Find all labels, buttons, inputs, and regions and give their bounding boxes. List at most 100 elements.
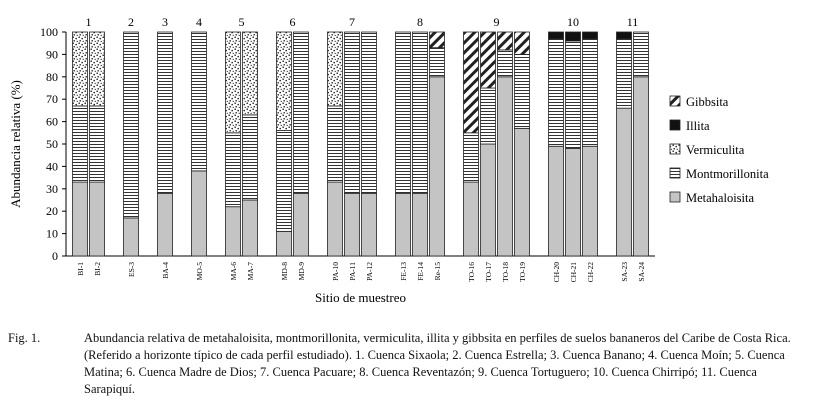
bar-segment-met [242,199,258,257]
bar-segment-met [497,76,513,257]
bar-segment-gib [463,31,479,134]
legend-swatch-met [669,191,681,203]
legend-item: Vermiculita [669,143,745,157]
group-label: 1 [86,15,92,29]
bar-segment-met [582,145,598,257]
bar-label: MO-5 [195,262,204,281]
bar-segment-mon [225,132,241,208]
bar-segment-met [225,206,241,257]
y-tick-label: 30 [46,182,58,196]
bar: MO-5 [191,31,207,281]
bar-segment-met [344,192,360,257]
bar-label: MD-9 [297,262,306,281]
bar: PA-11 [344,31,360,281]
bar-segment-ill [582,31,598,40]
bar-label: PA-12 [365,262,374,281]
bar: MD-9 [293,31,309,281]
legend-label: Illita [686,119,710,133]
bar-segment-met [157,192,173,257]
bar-label: TO-17 [484,262,493,282]
bar-label: SA-24 [637,262,646,282]
bar-segment-met [89,181,105,257]
y-tick-label: 60 [46,115,58,129]
bar-segment-mon [293,31,309,194]
bar: MA-7 [242,31,258,281]
bar-label: CH-20 [552,262,561,283]
axes: 0 10 20 30 40 50 60 70 80 90 100 Abundancia relativ… [8,25,655,305]
bar-segment-mon [395,31,411,194]
bar: ES-3 [123,31,139,277]
y-axis-label: Abundancia relativa (%) [8,80,23,208]
bar-label: MA-6 [229,262,238,281]
group-label: 5 [239,15,245,29]
bar-label: BI-2 [93,262,102,276]
bar-segment-ill [565,31,581,42]
legend-label: Vermiculita [686,143,745,157]
bar: PA-12 [361,31,377,281]
bar-label: TO-16 [467,262,476,282]
bar-label: Re-15 [433,262,442,281]
legend-item: Metahaloisita [669,191,754,205]
y-tick-label: 40 [46,159,58,173]
bar-label: BA-4 [161,262,170,279]
group-label: 3 [162,15,168,29]
group-label: 7 [349,15,355,29]
bar-segment-mon [344,31,360,194]
bar-segment-met [72,181,88,257]
bar: TO-18 [497,31,513,282]
bar-segment-met [616,107,632,257]
bar-label: TO-19 [518,262,527,282]
legend-label: Gibbsita [686,95,729,109]
bar-segment-ver [327,31,343,107]
bar-segment-met [514,127,530,257]
bar-segment-ver [242,31,258,116]
bar-segment-mon [327,105,343,183]
legend-swatch-mon [669,167,681,179]
bar-segment-met [412,192,428,257]
y-tick-label: 80 [46,70,58,84]
legend-item: Illita [669,119,710,133]
bar-label: FE-13 [399,262,408,281]
bar-segment-mon [582,38,598,147]
bar-segment-met [191,170,207,257]
bar-label: MA-7 [246,262,255,281]
y-tick-label: 20 [46,204,58,218]
bar-segment-mon [157,31,173,194]
bar-segment-gib [480,31,496,89]
bar-segment-mon [480,87,496,145]
bar-segment-met [548,145,564,257]
bar-segment-met [565,148,581,257]
y-tick-label: 10 [46,227,58,241]
bar: SA-24 [633,31,649,282]
bar-segment-mon [361,31,377,194]
bar-segment-mon [514,54,530,129]
legend-swatch-ver [669,143,681,155]
bar-segment-gib [429,31,445,49]
bar-segment-ver [89,31,105,107]
bar-segment-mon [463,132,479,183]
legend-swatch-ill [669,119,681,131]
group-label: 4 [196,15,202,29]
legend-swatch-gib [669,95,681,107]
bar-segment-met [361,192,377,257]
legend-item: Gibbsita [669,95,729,109]
y-tick-label: 100 [40,25,58,39]
bar-segment-gib [497,31,513,51]
group-label: 11 [627,15,639,29]
bar-segment-ill [616,31,632,40]
bar-label: CH-22 [586,262,595,283]
bars: BI-1 BI-2 1 ES-3 2 BA-4 3 MO-5 4 MA-6 MA-7 5 MD-8 MD-… [72,15,649,283]
bar-segment-mon [429,47,445,78]
bar-label: PA-11 [348,262,357,281]
x-axis-label: Sitio de muestreo [315,290,406,305]
bar-segment-mon [276,130,292,232]
group-label: 10 [567,15,579,29]
bar-segment-mon [616,38,632,109]
bar-segment-mon [497,49,513,78]
bar-segment-mon [565,40,581,149]
bar-segment-met [327,181,343,257]
bar-segment-met [293,192,309,257]
y-tick-label: 0 [52,249,58,263]
legend-label: Metahaloisita [686,191,754,205]
bar-segment-met [633,76,649,257]
